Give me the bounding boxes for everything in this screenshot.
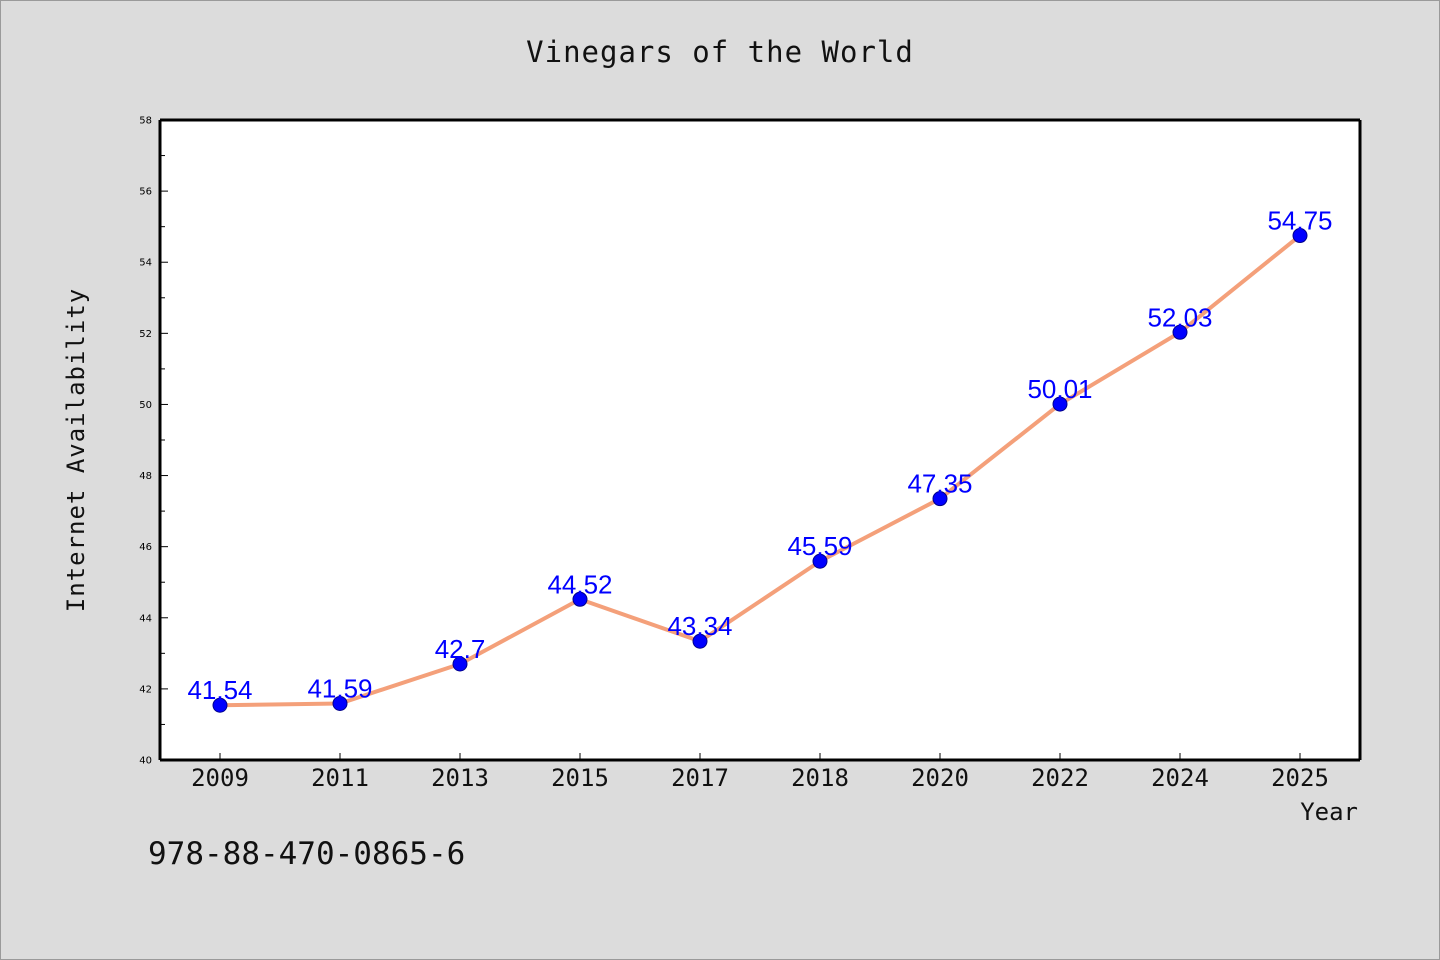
x-tick-label: 2018 <box>791 764 849 792</box>
y-tick-label: 54 <box>139 258 152 269</box>
data-point <box>1052 396 1068 412</box>
x-tick-label: 2025 <box>1271 764 1329 792</box>
plot-area <box>160 120 1360 760</box>
data-label: 43.34 <box>667 611 732 641</box>
y-tick-label: 48 <box>139 471 152 482</box>
data-point <box>932 491 948 507</box>
x-tick-label: 2015 <box>551 764 609 792</box>
data-label: 42.7 <box>435 634 486 664</box>
data-point <box>1172 324 1188 340</box>
y-tick-label: 58 <box>139 116 152 127</box>
data-label: 41.54 <box>187 675 252 705</box>
data-label: 41.59 <box>307 673 372 703</box>
x-tick-label: 2017 <box>671 764 729 792</box>
data-point <box>1292 228 1308 244</box>
y-tick-label: 52 <box>139 329 152 340</box>
x-tick-label: 2022 <box>1031 764 1089 792</box>
data-point <box>812 553 828 569</box>
data-point <box>692 633 708 649</box>
data-label: 44.52 <box>547 569 612 599</box>
y-axis-label: Internet Availability <box>62 288 90 612</box>
x-tick-label: 2013 <box>431 764 489 792</box>
chart-title: Vinegars of the World <box>526 35 914 69</box>
data-label: 54.75 <box>1267 206 1332 236</box>
data-label: 50.01 <box>1027 374 1092 404</box>
data-point <box>452 656 468 672</box>
data-point <box>212 697 228 713</box>
y-tick-label: 46 <box>139 542 152 553</box>
y-tick-label: 50 <box>139 400 152 411</box>
y-tick-label: 56 <box>139 187 152 198</box>
y-tick-label: 42 <box>139 684 152 695</box>
isbn-annotation: 978-88-470-0865-6 <box>148 836 465 872</box>
series-group: 41.54 41.59 42.7 44.52 43.34 45.59 47.35 50.01 5… <box>187 206 1333 713</box>
x-tick-label: 2009 <box>191 764 249 792</box>
x-tick-label: 2024 <box>1151 764 1209 792</box>
y-tick-label: 44 <box>139 613 152 624</box>
x-tick-label: 2020 <box>911 764 969 792</box>
data-label: 45.59 <box>787 531 852 561</box>
data-label: 52.03 <box>1147 302 1212 332</box>
x-axis-label: Year <box>1300 798 1358 826</box>
y-tick-label: 40 <box>139 756 152 767</box>
data-label: 47.35 <box>907 469 972 499</box>
series-line <box>218 233 1302 708</box>
x-axis: 2009 2011 2013 2015 2017 2018 2020 2022 2024 2025 <box>191 753 1329 792</box>
data-point <box>572 591 588 607</box>
x-tick-label: 2011 <box>311 764 369 792</box>
data-point <box>332 695 348 711</box>
